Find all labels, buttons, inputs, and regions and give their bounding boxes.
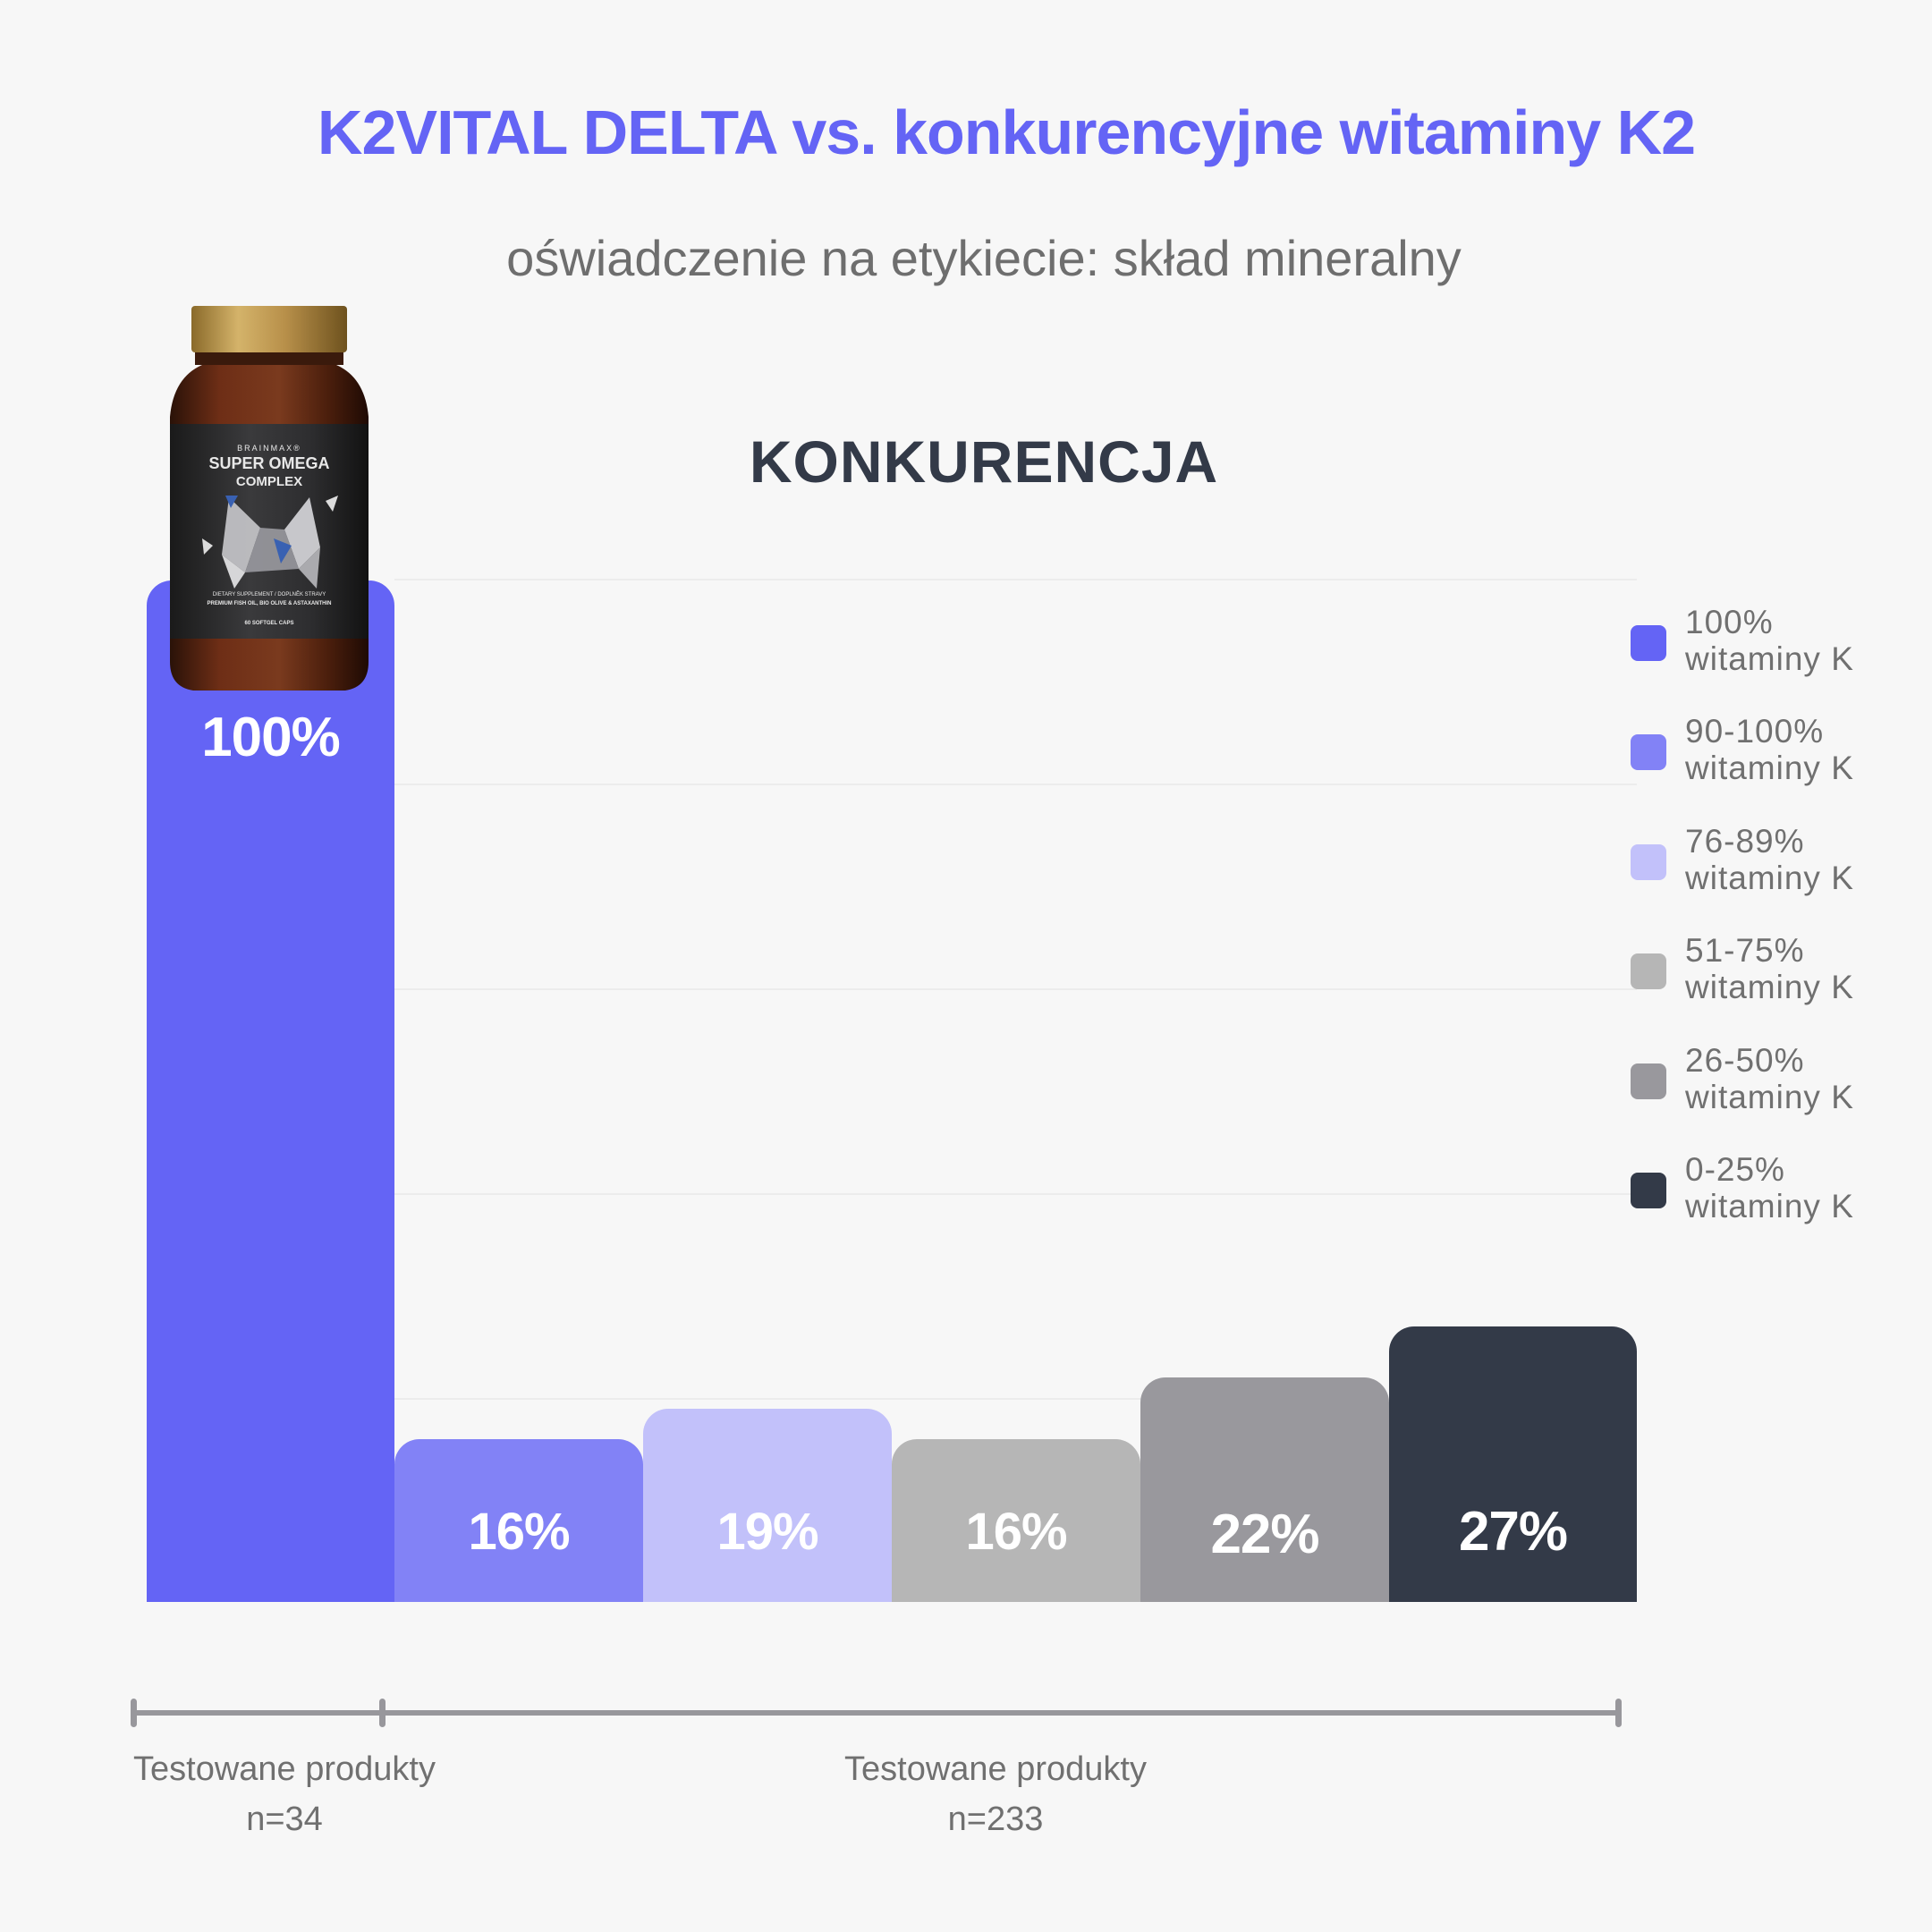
svg-text:COMPLEX: COMPLEX [236, 474, 302, 489]
gridline [394, 784, 1637, 785]
legend-item-76-89: 76-89% witaminy K [1631, 823, 1917, 918]
group-label-k2vital: Testowane produkty n=34 [16, 1744, 553, 1844]
legend-swatch [1631, 844, 1666, 880]
bar-value-label: 16% [468, 1503, 570, 1561]
bar-k2vital-100: 100% [147, 580, 394, 1602]
bar-76-89: 19% [643, 1409, 892, 1602]
legend-item-100: 100% witaminy K [1631, 604, 1917, 699]
legend-swatch [1631, 1173, 1666, 1208]
legend-item-90-100: 90-100% witaminy K [1631, 713, 1917, 808]
bar-90-100: 16% [394, 1439, 643, 1602]
legend-suffix: witaminy K [1685, 969, 1854, 1005]
legend-suffix: witaminy K [1685, 1079, 1854, 1115]
legend-item-26-50: 26-50% witaminy K [1631, 1042, 1917, 1137]
axis-tick [1615, 1699, 1622, 1727]
legend-suffix: witaminy K [1685, 1188, 1854, 1224]
group-sample-size: n=233 [947, 1801, 1044, 1838]
chart-title: K2VITAL DELTA vs. konkurencyjne witaminy… [317, 97, 1696, 167]
gridline [394, 1193, 1637, 1195]
bar-value-label: 22% [1210, 1504, 1319, 1565]
svg-text:BRAINMAX®: BRAINMAX® [237, 444, 301, 453]
legend-swatch [1631, 1063, 1666, 1099]
legend-swatch [1631, 953, 1666, 989]
svg-text:PREMIUM FISH OIL, BIO OLIVE &: PREMIUM FISH OIL, BIO OLIVE & ASTAXANTHI… [207, 601, 331, 606]
bar-value-label: 19% [716, 1503, 818, 1561]
legend-suffix: witaminy K [1685, 750, 1854, 786]
bar-value-label: 100% [201, 707, 341, 768]
legend-swatch [1631, 625, 1666, 661]
group-label-competition: Testowane produkty n=233 [727, 1744, 1264, 1844]
product-jar-image: BRAINMAX® SUPER OMEGA COMPLEX DIETARY SU… [166, 304, 372, 694]
legend-range: 51-75% [1685, 932, 1805, 969]
legend-range: 0-25% [1685, 1151, 1785, 1188]
legend-range: 76-89% [1685, 823, 1805, 860]
legend-range: 90-100% [1685, 713, 1825, 750]
axis-tick [379, 1699, 386, 1727]
gridline [394, 579, 1637, 580]
bar-value-label: 16% [965, 1503, 1067, 1561]
legend-range: 26-50% [1685, 1042, 1805, 1079]
legend-suffix: witaminy K [1685, 640, 1854, 677]
group-sample-size: n=34 [246, 1801, 323, 1838]
svg-text:SUPER OMEGA: SUPER OMEGA [208, 454, 329, 472]
chart-subtitle: oświadczenie na etykiecie: skład mineral… [506, 230, 1462, 286]
legend-item-51-75: 51-75% witaminy K [1631, 932, 1917, 1027]
gridline [394, 1398, 1637, 1400]
bar-value-label: 27% [1458, 1501, 1568, 1563]
competition-heading: KONKURENCJA [749, 428, 1219, 495]
axis-tick [131, 1699, 137, 1727]
legend-suffix: witaminy K [1685, 860, 1854, 896]
legend-swatch [1631, 734, 1666, 770]
legend-range: 100% [1685, 604, 1774, 640]
bar-51-75: 16% [892, 1439, 1140, 1602]
svg-text:60 SOFTGEL CAPS: 60 SOFTGEL CAPS [245, 621, 294, 626]
group-label-text: Testowane produkty [133, 1750, 436, 1788]
legend-item-0-25: 0-25% witaminy K [1631, 1151, 1917, 1246]
group-label-text: Testowane produkty [844, 1750, 1147, 1788]
gridline [394, 988, 1637, 990]
bar-26-50: 22% [1140, 1377, 1389, 1602]
bar-0-25: 27% [1389, 1326, 1637, 1602]
group-axis-line [133, 1710, 1620, 1716]
svg-text:DIETARY SUPPLEMENT / DOPLNĚK S: DIETARY SUPPLEMENT / DOPLNĚK STRAVY [213, 590, 326, 597]
